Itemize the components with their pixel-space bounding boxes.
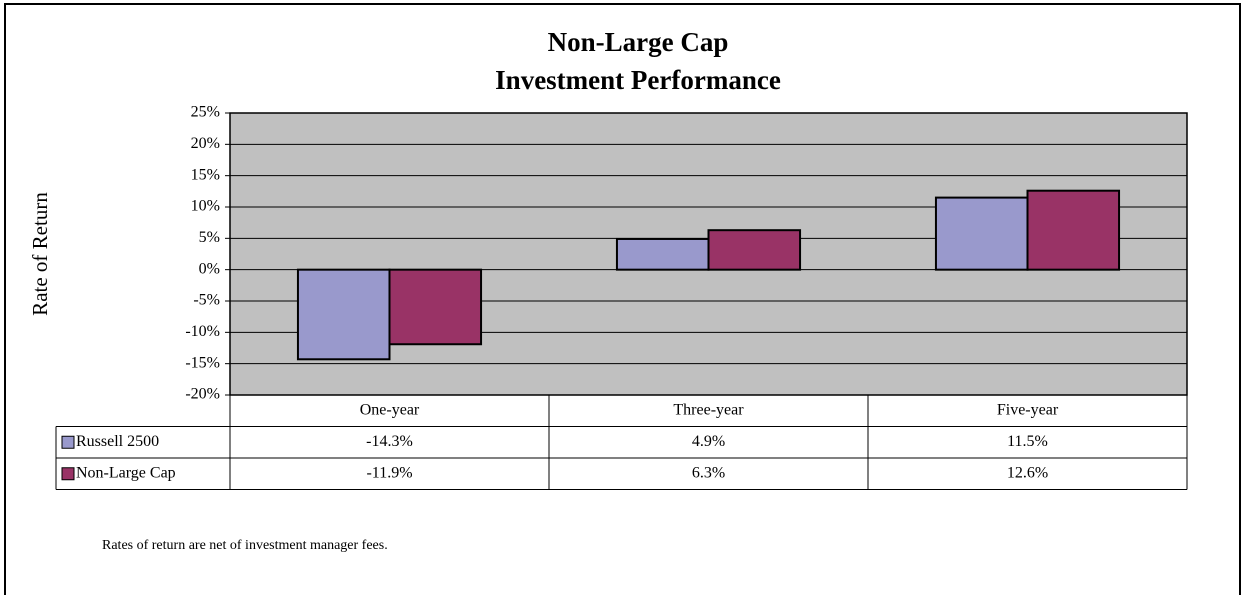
y-tick-label: 5% [199,229,220,246]
legend-label: Non-Large Cap [76,464,176,481]
chart-title: Investment Performance [495,65,781,95]
legend-swatch [61,467,75,481]
chart-title: Non-Large Cap [548,27,729,57]
y-tick-label: 0% [199,260,220,277]
legend-swatch [61,435,75,449]
bar [1026,189,1121,271]
footnote: Rates of return are net of investment ma… [102,538,388,553]
bar [707,229,802,271]
bar [615,237,710,271]
y-tick-label: -10% [185,323,220,340]
data-label: 11.5% [1007,433,1048,450]
bar [934,196,1029,271]
data-label: -14.3% [366,433,413,450]
x-tick-label: Three-year [673,401,744,418]
data-label: 6.3% [692,464,725,481]
y-tick-label: 20% [191,135,220,152]
y-tick-label: 15% [191,166,220,183]
data-label: -11.9% [366,464,412,481]
y-tick-label: -15% [185,354,220,371]
data-label: 12.6% [1007,464,1048,481]
y-tick-label: 25% [191,104,220,121]
x-tick-label: One-year [360,401,420,418]
data-label: 4.9% [692,433,725,450]
legend-label: Russell 2500 [76,433,159,450]
x-tick-label: Five-year [997,401,1059,418]
y-tick-label: -5% [193,292,220,309]
y-tick-label: 10% [191,198,220,215]
y-axis-label: Rate of Return [28,192,52,316]
bar [388,268,483,346]
y-tick-label: -20% [185,386,220,403]
bar [296,268,391,361]
